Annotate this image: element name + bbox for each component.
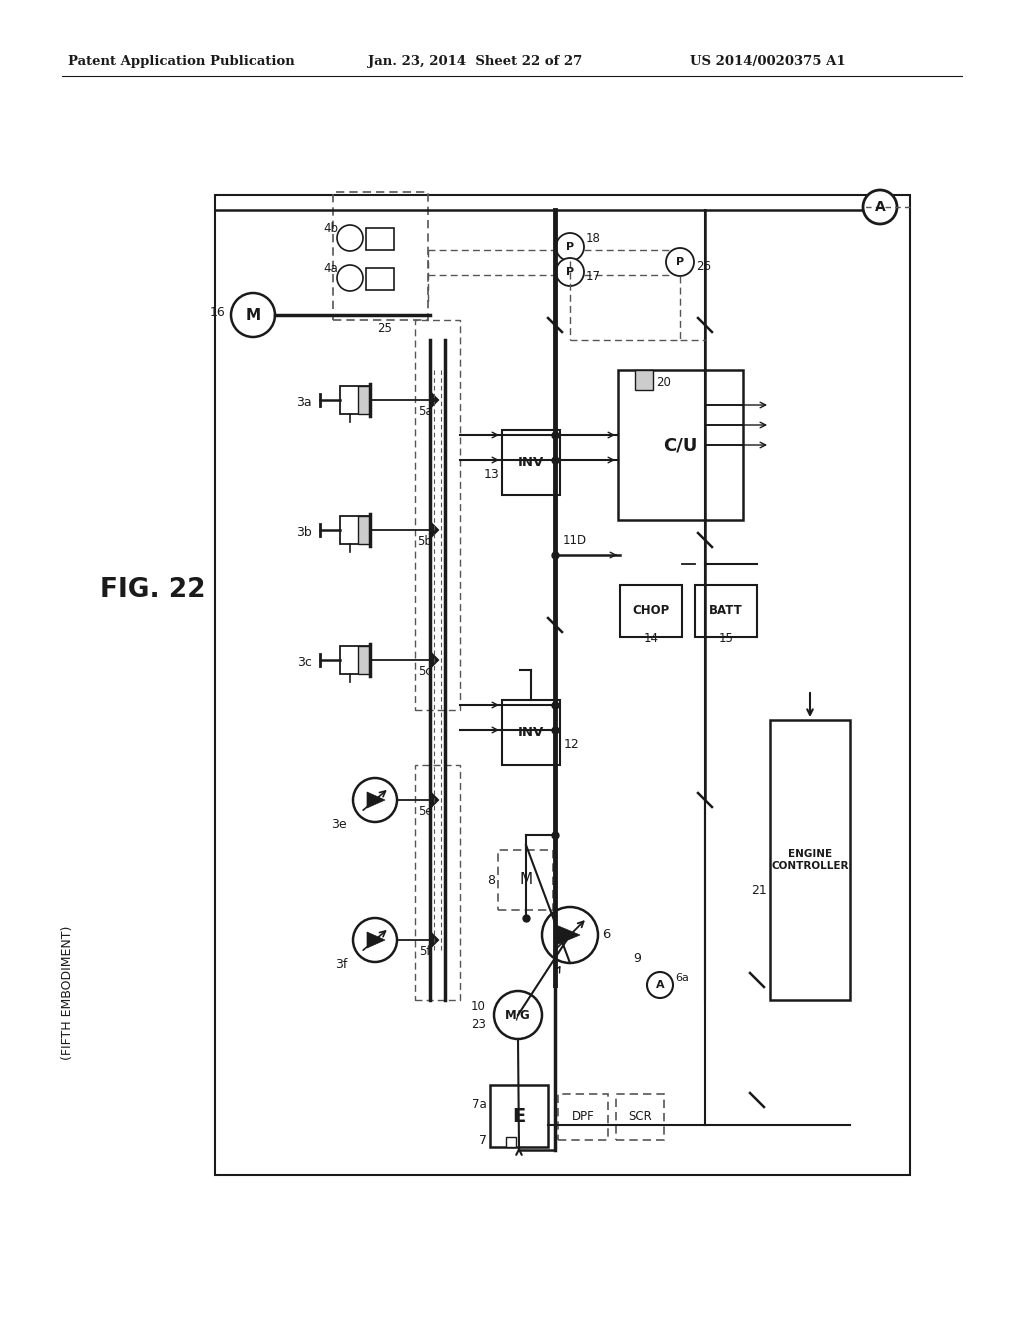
Text: 6: 6 [602,928,610,941]
Text: P: P [566,267,574,277]
Text: 3f: 3f [335,958,347,972]
Text: 16: 16 [209,305,225,318]
Text: ENGINE
CONTROLLER: ENGINE CONTROLLER [771,849,849,871]
Text: E: E [512,1106,525,1126]
Text: 3b: 3b [296,527,312,540]
Bar [333,191,428,319]
Bar [358,645,370,675]
Circle shape [556,234,584,261]
Text: 7: 7 [479,1134,487,1147]
Text: 5e: 5e [418,805,432,818]
Text: 3e: 3e [332,818,347,832]
Polygon shape [367,932,385,948]
Bar [695,585,757,638]
Bar [616,1094,664,1140]
Circle shape [337,224,362,251]
Circle shape [542,907,598,964]
Bar [502,430,560,495]
Bar [558,1094,608,1140]
Text: 5a: 5a [418,405,432,418]
Bar [366,228,394,249]
Circle shape [337,265,362,290]
Text: BATT: BATT [710,605,742,618]
Text: 15: 15 [719,632,733,645]
Bar [415,766,460,1001]
Text: 3a: 3a [296,396,312,409]
Text: INV: INV [518,455,544,469]
Text: (FIFTH EMBODIMENT): (FIFTH EMBODIMENT) [61,925,75,1060]
Bar [502,700,560,766]
Text: US 2014/0020375 A1: US 2014/0020375 A1 [690,55,846,69]
Bar [340,516,370,544]
Polygon shape [556,925,580,945]
Text: DPF: DPF [571,1110,594,1123]
Text: 3c: 3c [297,656,312,669]
Text: 4a: 4a [324,261,338,275]
Text: 10: 10 [471,1001,486,1014]
Polygon shape [430,391,439,409]
Bar [215,195,910,1175]
Text: P: P [566,242,574,252]
Bar [358,385,370,414]
Bar [366,268,394,290]
Circle shape [494,991,542,1039]
Text: A: A [655,979,665,990]
Circle shape [666,248,694,276]
Bar [620,585,682,638]
Bar [498,850,553,909]
Text: 5c: 5c [418,665,432,678]
Circle shape [353,917,397,962]
Circle shape [556,257,584,286]
Bar [415,319,460,710]
Bar [635,370,653,389]
Text: 9: 9 [633,952,641,965]
Text: 13: 13 [483,469,499,482]
Polygon shape [367,792,385,808]
Bar [358,516,370,544]
Text: 8: 8 [487,874,495,887]
Text: SCR: SCR [628,1110,652,1123]
Bar [340,385,370,414]
Bar [340,645,370,675]
Text: M: M [519,873,532,887]
Text: A: A [874,201,886,214]
Text: Patent Application Publication: Patent Application Publication [68,55,295,69]
Text: 20: 20 [656,376,671,389]
Text: INV: INV [518,726,544,738]
Polygon shape [430,521,439,539]
Text: C/U: C/U [663,436,697,454]
Text: 4b: 4b [323,222,338,235]
Text: 21: 21 [752,883,767,896]
Text: 17: 17 [586,271,601,284]
Bar [490,1085,548,1147]
Text: 14: 14 [643,632,658,645]
Text: P: P [676,257,684,267]
Text: 7a: 7a [472,1098,487,1111]
Polygon shape [430,651,439,669]
Text: 5b: 5b [418,535,432,548]
Text: M/G: M/G [505,1008,530,1022]
Circle shape [863,190,897,224]
Text: 11D: 11D [563,533,587,546]
Polygon shape [430,791,439,809]
Bar [770,719,850,1001]
Text: FIG. 22: FIG. 22 [100,577,206,603]
Text: 25: 25 [378,322,392,335]
Text: 26: 26 [696,260,711,273]
Text: 23: 23 [471,1019,486,1031]
Text: CHOP: CHOP [633,605,670,618]
Text: Jan. 23, 2014  Sheet 22 of 27: Jan. 23, 2014 Sheet 22 of 27 [368,55,583,69]
Circle shape [647,972,673,998]
Circle shape [231,293,275,337]
Text: 6a: 6a [675,973,689,983]
Text: 5f: 5f [419,945,431,958]
Bar [506,1137,516,1147]
Bar [618,370,743,520]
Text: 18: 18 [586,232,601,246]
Text: M: M [246,308,260,322]
Polygon shape [430,931,439,949]
Circle shape [353,777,397,822]
Text: 12: 12 [564,738,580,751]
